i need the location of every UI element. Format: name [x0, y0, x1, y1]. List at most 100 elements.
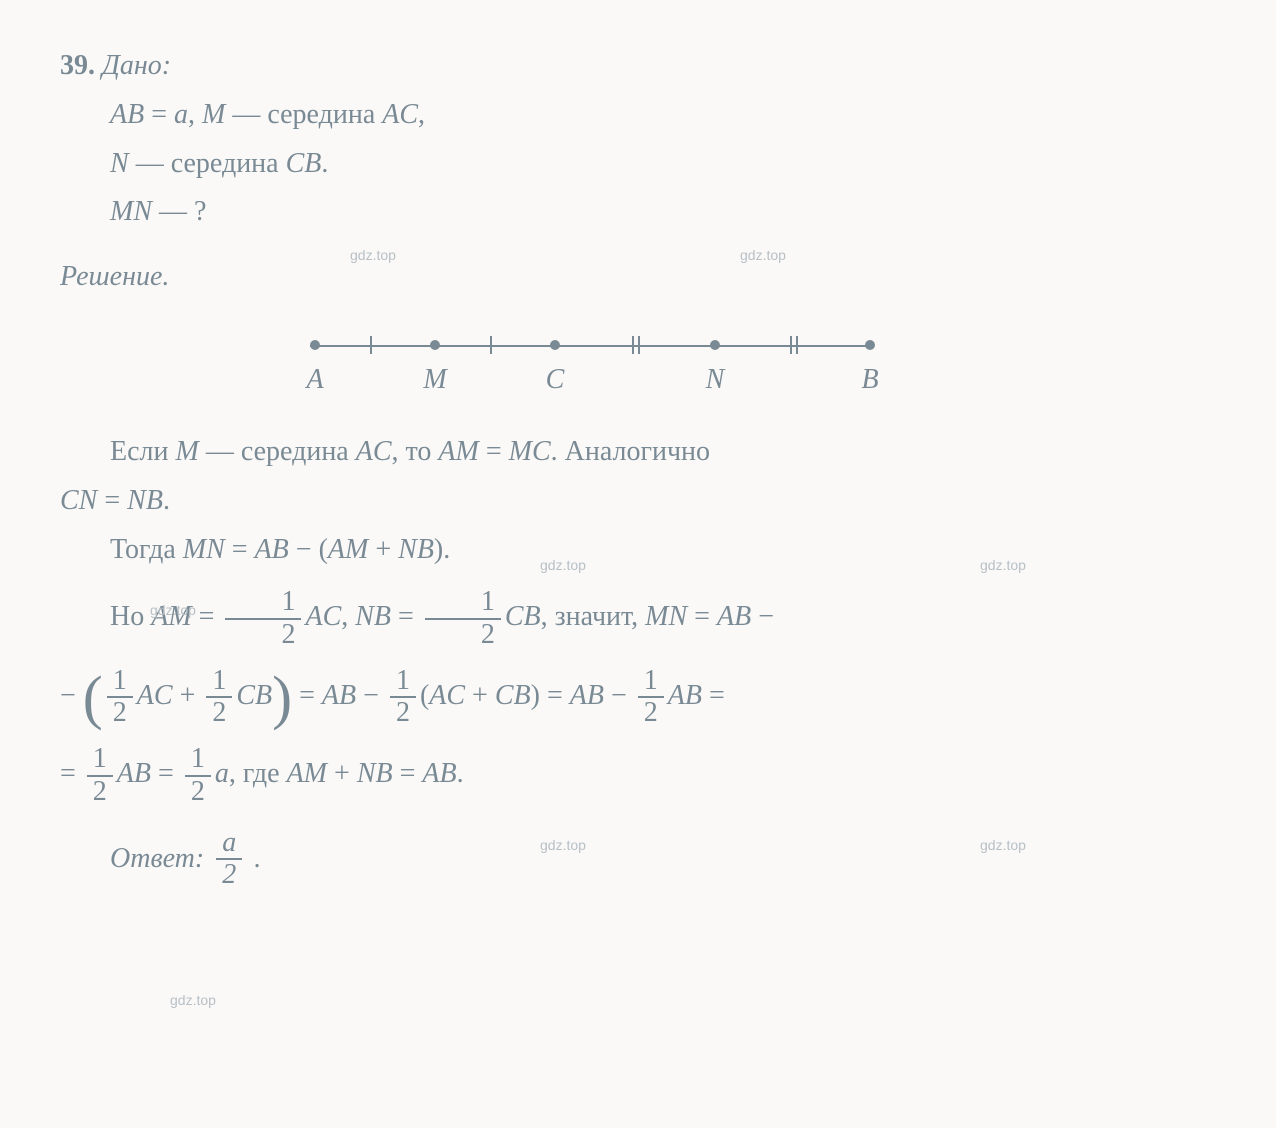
text: AB	[322, 680, 356, 711]
answer-fraction: a2	[216, 828, 242, 892]
text: AC	[356, 436, 392, 467]
solution-label: Решение.	[60, 255, 1216, 300]
fraction: 12	[225, 587, 301, 651]
text: CN	[60, 485, 97, 516]
text: , где	[229, 758, 287, 789]
given-line-3: MN — ?	[60, 190, 1216, 235]
numerator: 1	[638, 666, 664, 699]
text: =	[479, 436, 509, 467]
text: .	[321, 148, 328, 179]
text: −	[60, 680, 83, 711]
text: NB	[127, 485, 163, 516]
text: −	[604, 680, 634, 711]
paren-right: )	[272, 664, 292, 730]
text: AM	[328, 534, 368, 565]
text: N	[110, 148, 129, 179]
denominator: 2	[206, 698, 232, 729]
text: — середина	[225, 99, 382, 130]
tick-mark-single	[490, 336, 492, 354]
text: ,	[341, 601, 355, 632]
denominator: 2	[638, 698, 664, 729]
text: =	[687, 601, 717, 632]
fraction: 12	[87, 744, 113, 808]
text: =	[60, 758, 83, 789]
fraction: 12	[425, 587, 501, 651]
numerator: 1	[87, 744, 113, 777]
numerator: 1	[107, 666, 133, 699]
answer-line: Ответ: a2.	[60, 828, 1216, 892]
text: , то	[392, 436, 439, 467]
text: =	[393, 758, 423, 789]
watermark-text: gdz.top	[980, 834, 1026, 856]
equation-line-2: − (12AC + 12CB) = AB − 12(AC + CB) = AB …	[60, 665, 1216, 729]
body-line-2: CN = NB.	[60, 479, 1216, 524]
segment-point-label: A	[306, 358, 323, 403]
problem-root: 39. Дано: AB = a, M — середина AC, N — с…	[60, 44, 1216, 891]
text: a	[174, 99, 188, 130]
text: NB	[398, 534, 434, 565]
text: +	[173, 680, 203, 711]
text: M	[202, 99, 225, 130]
text: −	[356, 680, 386, 711]
fraction: 12	[185, 744, 211, 808]
text: =	[97, 485, 127, 516]
text: ) =	[531, 680, 570, 711]
watermark-text: gdz.top	[740, 244, 786, 266]
text: Но	[110, 601, 151, 632]
equation-line-3: = 12AB = 12a, где AM + NB = AB.	[60, 743, 1216, 807]
text: AC	[382, 99, 418, 130]
numerator: 1	[206, 666, 232, 699]
numerator: a	[216, 828, 242, 861]
text: AB	[570, 680, 604, 711]
text: — середина	[129, 148, 286, 179]
text: — ?	[152, 196, 206, 227]
text: AC	[137, 680, 173, 711]
text: CB	[505, 601, 541, 632]
denominator: 2	[87, 777, 113, 808]
text: =	[391, 601, 421, 632]
text: MN	[183, 534, 225, 565]
text: +	[368, 534, 398, 565]
text: =	[702, 680, 725, 711]
text: . Аналогично	[551, 436, 710, 467]
segment-diagram: AMCNB	[310, 330, 910, 400]
text: AM	[438, 436, 478, 467]
fraction: 12	[206, 666, 232, 730]
fraction: 12	[638, 666, 664, 730]
text: −	[751, 601, 774, 632]
denominator: 2	[216, 860, 242, 891]
segment-point	[310, 340, 320, 350]
numerator: 1	[185, 744, 211, 777]
text: =	[225, 534, 255, 565]
given-label: Дано:	[102, 50, 171, 81]
text: +	[465, 680, 495, 711]
text: =	[144, 99, 174, 130]
paren-left: (	[83, 664, 103, 730]
problem-number: 39.	[60, 50, 95, 81]
segment-point-label: M	[423, 358, 446, 403]
tick-mark-single	[370, 336, 372, 354]
segment-point-label: N	[706, 358, 725, 403]
text: ).	[434, 534, 450, 565]
segment-point-label: C	[546, 358, 565, 403]
text: =	[292, 680, 322, 711]
denominator: 2	[390, 698, 416, 729]
text: AC	[305, 601, 341, 632]
denominator: 2	[107, 698, 133, 729]
body-line-3: Тогда MN = AB − (AM + NB).	[60, 528, 1216, 573]
segment-point	[710, 340, 720, 350]
text: AB	[668, 680, 702, 711]
text: ,	[188, 99, 202, 130]
segment-point	[550, 340, 560, 350]
watermark-text: gdz.top	[980, 554, 1026, 576]
watermark-text: gdz.top	[150, 599, 196, 621]
line-given-header: 39. Дано:	[60, 44, 1216, 89]
text: CB	[236, 680, 272, 711]
text: AB	[255, 534, 289, 565]
segment-point	[430, 340, 440, 350]
text: .	[254, 837, 261, 882]
numerator: 1	[225, 587, 301, 620]
denominator: 2	[225, 620, 301, 651]
denominator: 2	[425, 620, 501, 651]
text: MN	[110, 196, 152, 227]
